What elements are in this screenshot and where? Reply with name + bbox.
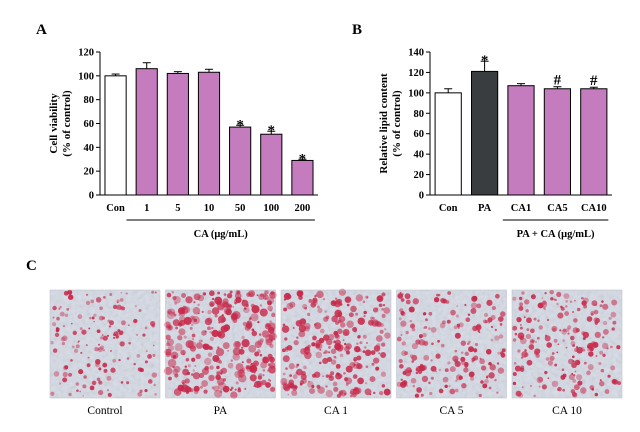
y-axis-label-line2: (% of control)	[391, 90, 403, 157]
micrograph-row: Control PA CA 1 CA 5 CA 10	[49, 288, 623, 417]
category-label: 50	[235, 203, 246, 214]
y-tick-label: 100	[78, 71, 94, 82]
y-tick-label: 40	[414, 150, 425, 161]
x-axis-label: PA + CA (μg/mL)	[517, 229, 595, 240]
panel-label-c: C	[26, 258, 37, 274]
bar-1	[135, 68, 158, 196]
bar-con	[434, 92, 462, 196]
significance-star: *	[481, 53, 489, 69]
bar-5	[166, 72, 189, 196]
category-label: PA	[478, 203, 492, 214]
lipid-droplets	[164, 289, 277, 399]
x-axis-label: CA (μg/mL)	[194, 229, 249, 240]
y-tick-label: 40	[84, 143, 95, 154]
y-tick-label: 20	[414, 170, 425, 181]
category-label: 1	[144, 203, 149, 214]
category-label: CA1	[511, 203, 531, 214]
lipid-droplets	[280, 288, 391, 399]
significance-star: *	[268, 123, 276, 139]
y-tick-label: 80	[84, 95, 95, 106]
micrograph-border	[396, 289, 507, 399]
category-label: CA10	[581, 203, 607, 214]
y-tick-label: 120	[78, 48, 94, 59]
micrograph-label: CA 5	[440, 405, 464, 417]
category-label: 5	[175, 203, 180, 214]
micrograph-border	[511, 289, 623, 399]
y-tick-label: 0	[419, 191, 424, 202]
micrograph-border	[280, 289, 392, 399]
y-tick-label: 80	[414, 109, 425, 120]
bar-ca1	[507, 85, 535, 196]
micrograph-ca-1: CA 1	[280, 288, 392, 417]
y-tick-label: 100	[408, 88, 424, 99]
y-tick-label: 0	[89, 191, 94, 202]
micrograph-label: CA 1	[324, 405, 348, 417]
micrograph-border	[165, 289, 276, 399]
significance-hash: #	[554, 73, 562, 89]
bar-50	[229, 126, 252, 196]
micrograph-label: PA	[214, 405, 228, 417]
category-label: 10	[204, 203, 215, 214]
micrograph-texture	[50, 290, 160, 398]
y-tick-label: 60	[414, 129, 425, 140]
micrograph-border	[49, 289, 161, 399]
bar-ca10	[580, 88, 608, 196]
y-tick-label: 120	[408, 68, 424, 79]
panel-label-b: B	[352, 22, 362, 38]
y-axis-label-line2: (% of control)	[61, 90, 73, 157]
significance-star: *	[236, 117, 244, 133]
category-label: CA5	[547, 203, 567, 214]
bar-10	[197, 71, 221, 196]
bar-ca5	[543, 88, 572, 196]
bar-con	[104, 75, 127, 196]
y-tick-label: 20	[84, 167, 95, 178]
bar-pa	[470, 70, 499, 196]
y-axis-label-line1: Relative lipid content	[378, 73, 390, 174]
micrograph-ca-5: CA 5	[396, 289, 507, 417]
micrograph-ca-10: CA 10	[511, 289, 623, 417]
chart-a-cell-viability: 0 20 40 60 80 100 120 Cell viability (% of contr…	[48, 48, 318, 240]
category-label: 100	[263, 203, 279, 214]
lipid-droplets	[50, 289, 158, 398]
micrograph-label: CA 10	[552, 405, 582, 417]
bar-100	[260, 133, 283, 196]
panel-label-a: A	[36, 22, 47, 38]
micrograph-pa: PA	[164, 289, 277, 417]
y-tick-label: 140	[408, 48, 424, 59]
micrograph-control: Control	[49, 289, 161, 417]
micrograph-label: Control	[87, 405, 122, 417]
category-label: Con	[106, 203, 125, 214]
micrograph-texture	[396, 290, 507, 398]
significance-star: *	[299, 151, 307, 167]
category-label: 200	[295, 203, 311, 214]
chart-b-lipid-content: 0 20 40 60 80 100 120 140 Relative lipid content…	[378, 48, 612, 240]
category-label: Con	[439, 203, 458, 214]
significance-hash: #	[590, 73, 598, 89]
lipid-droplets	[396, 291, 506, 399]
lipid-droplets	[512, 289, 622, 398]
y-axis-label-line1: Cell viability	[48, 93, 60, 154]
y-tick-label: 60	[84, 119, 95, 130]
